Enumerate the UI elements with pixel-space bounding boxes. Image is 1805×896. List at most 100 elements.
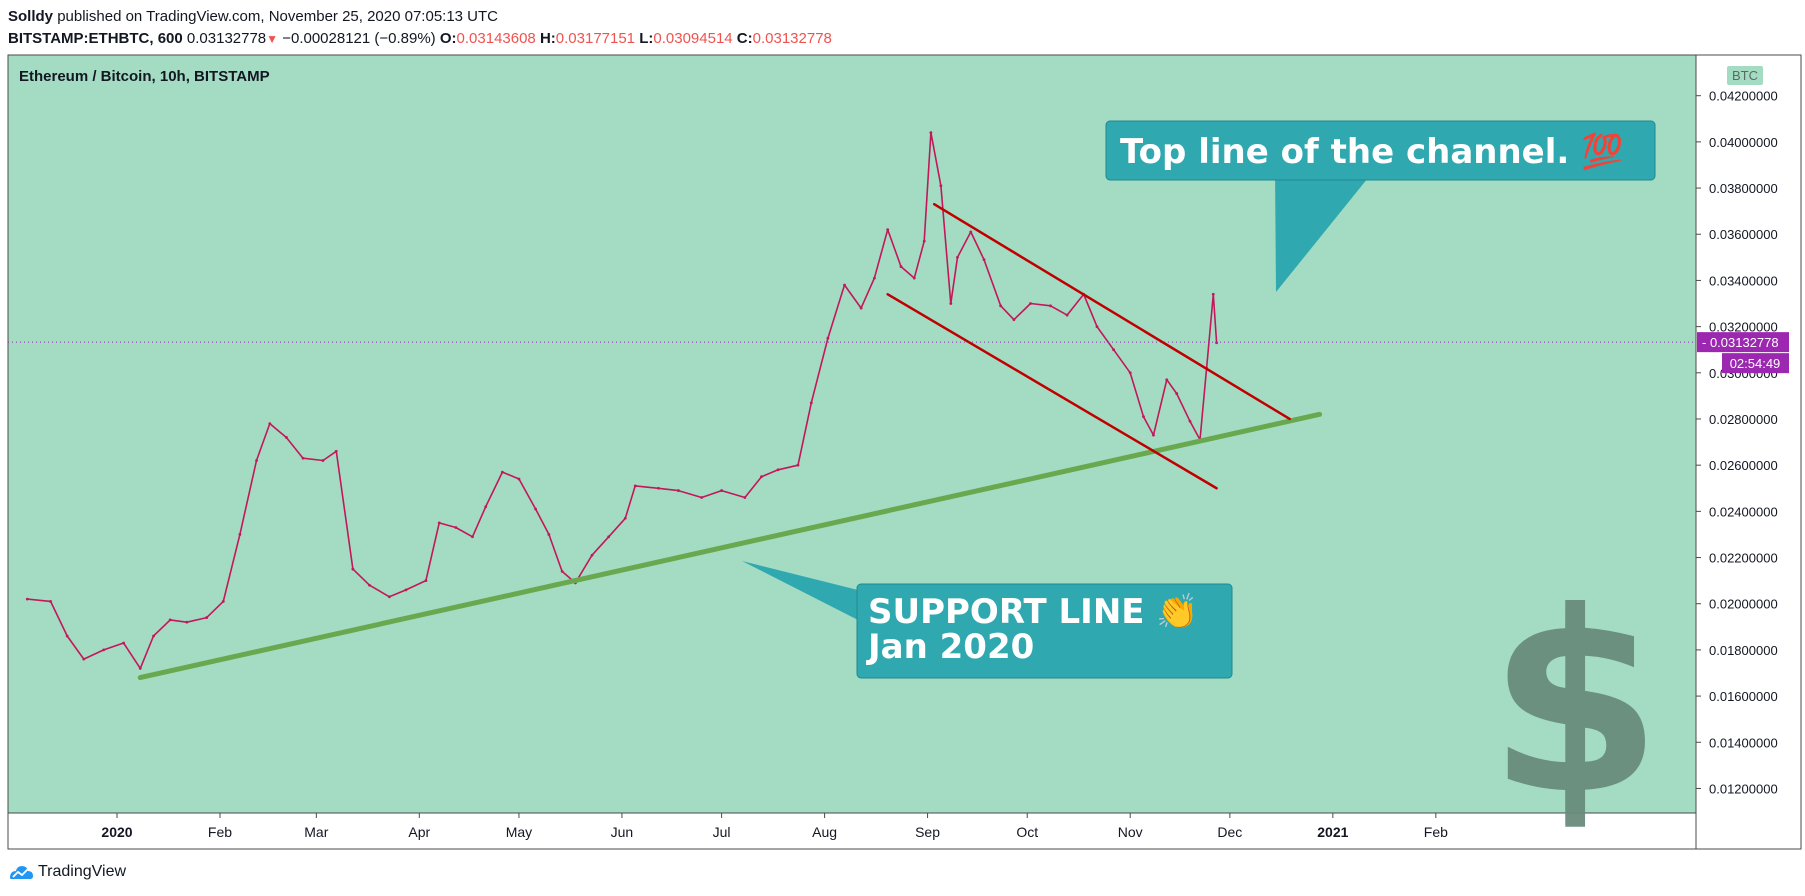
price-point [534,507,537,511]
price-point [255,459,258,462]
channel-bottom-line[interactable] [886,293,1218,490]
price-point [388,595,391,599]
last-price-tag [1697,332,1789,353]
support-callout-pointer [742,561,858,620]
price-point [471,535,474,539]
plot-area[interactable] [8,55,1696,813]
price-point [886,228,890,232]
price-point [238,533,242,536]
publish-info: published on TradingView.com, November 2… [57,8,499,25]
price-point [517,477,521,481]
x-tick-label: Nov [1118,824,1143,840]
price-point [351,567,355,571]
watermark-dollar-icon: $ [1488,558,1662,849]
price-point [560,569,564,573]
price-point [1128,371,1132,375]
author-name[interactable]: Solldy [8,8,54,25]
price-point [1095,325,1099,329]
x-tick-label: Jul [713,824,731,840]
price-point [999,304,1003,308]
price-point [1142,415,1145,419]
price-point [185,620,189,624]
price-point [1049,304,1052,308]
price-point [826,336,830,340]
channel-top-line[interactable] [932,202,1291,421]
y-tick-label: 0.03200000 [1709,320,1778,335]
price-point [404,588,408,592]
price-point [743,496,747,499]
x-axis-panel[interactable] [8,813,1696,849]
y-tick-label: 0.02600000 [1709,458,1778,473]
countdown-tag [1722,353,1789,374]
price-point [982,258,986,262]
ohlc-legend: BITSTAMP:ETHBTC, 600 0.03132778▼ −0.0002… [8,28,832,50]
y-tick-label: 0.02000000 [1709,597,1778,612]
x-tick-label: Aug [812,824,837,840]
channel-callout-pointer [1275,168,1376,292]
price-point [301,456,305,460]
price-point [969,230,973,234]
price-point [843,283,846,287]
y-tick-label: 0.04000000 [1709,135,1778,150]
publish-header: Solldy published on TradingView.com, Nov… [8,6,498,27]
close-value: 0.03132778 [752,30,832,47]
price-point [1211,292,1215,296]
price-point [49,600,52,603]
price-point [1165,378,1169,382]
price-point [484,505,488,509]
price-point [922,239,926,243]
price-point [152,634,155,638]
support-line[interactable] [137,411,1323,681]
x-tick-label: Mar [304,824,328,840]
price-point [590,553,594,557]
x-tick-label: Feb [208,824,232,840]
support-callout-box[interactable] [856,583,1233,679]
price-point [221,600,225,603]
y-tick-label: 0.01600000 [1709,689,1778,704]
y-tick-label: 0.03600000 [1709,227,1778,242]
y-tick-label: 0.03800000 [1709,181,1778,196]
price-point [368,583,371,587]
y-tick-label: 0.01200000 [1709,781,1778,796]
y-tick-label: 0.03400000 [1709,273,1778,288]
last-price-tag-label: - 0.03132778 [1702,335,1779,350]
y-tick-label: 0.01800000 [1709,643,1778,658]
price-point [760,475,763,479]
channel-callout-text: Top line of the channel. 💯 [1120,132,1623,172]
price-point [623,516,627,520]
support-callout-title: SUPPORT LINE 👏 [868,592,1199,632]
tradingview-footer[interactable]: TradingView [8,862,126,882]
high-value: 0.03177151 [555,30,636,47]
price-point [454,526,458,529]
price-point [82,657,86,661]
symbol-label: BITSTAMP:ETHBTC, 600 [8,30,183,47]
price-point [1112,348,1115,352]
price-point [949,302,953,305]
price-point [285,436,288,439]
open-label: O: [439,30,457,47]
countdown-tag-label: 02:54:49 [1730,356,1781,371]
close-label: C: [736,30,753,47]
y-tick-label: 0.01400000 [1709,735,1778,750]
price-point [873,276,876,280]
y-axis-panel[interactable] [1696,55,1801,813]
price-point [899,265,903,268]
price-point [500,470,504,474]
chart-frame [7,54,1802,850]
channel-callout-box[interactable] [1105,120,1656,181]
price-point [168,618,172,622]
x-tick-label: Feb [1424,824,1448,840]
price-point [138,666,142,670]
axis-unit-badge[interactable] [1727,66,1763,85]
price-point [809,401,813,405]
price-point [776,468,780,472]
price-point [1188,419,1192,423]
price-point [547,533,551,536]
last-price: 0.03132778 [186,30,267,47]
open-value: 0.03143608 [456,30,536,47]
y-tick-label: 0.04200000 [1709,89,1778,104]
x-tick-label: Oct [1016,824,1038,840]
x-tick-label: Dec [1217,824,1242,840]
price-point [939,184,943,188]
